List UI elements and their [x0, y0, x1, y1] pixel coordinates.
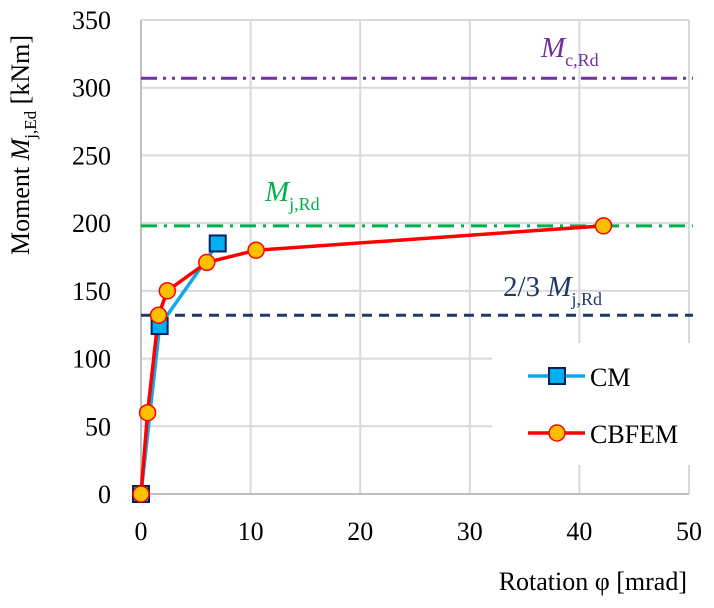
x-tick-label: 20	[347, 517, 373, 546]
y-tick-label: 50	[85, 412, 111, 441]
data-point-cbfem	[132, 485, 150, 503]
legend-box	[492, 343, 692, 465]
reference-label-symbol: M	[546, 271, 573, 303]
data-point-cbfem	[198, 253, 216, 272]
x-tick-label: 0	[135, 517, 148, 546]
y-tick-label: 250	[72, 141, 111, 170]
x-tick-label: 40	[566, 517, 592, 546]
y-tick-label: 350	[72, 6, 111, 35]
data-point-cbfem	[594, 217, 613, 235]
y-axis-label: Moment Mj,Ed [kNm]	[6, 35, 40, 255]
data-point-cbfem	[149, 306, 168, 324]
reference-line-label: Mc,Rd	[540, 32, 599, 70]
y-axis-label-unit: [kNm]	[6, 35, 35, 111]
legend-marker-cbfem	[548, 424, 566, 442]
legend-marker-cm	[548, 367, 566, 385]
legend-label-cm: CM	[590, 363, 630, 392]
reference-label-symbol: M	[540, 32, 567, 64]
data-point-cbfem	[158, 282, 177, 300]
reference-line-label: Mj,Rd	[264, 176, 320, 214]
reference-label-subscript: j,Rd	[288, 194, 320, 214]
x-tick-label: 50	[676, 517, 702, 546]
y-tick-label: 150	[72, 277, 111, 306]
legend-label-cbfem: CBFEM	[590, 420, 678, 449]
y-tick-label: 100	[72, 345, 111, 374]
x-tick-label: 10	[238, 517, 264, 546]
reference-line-label: 2/3 Mj,Rd	[503, 271, 602, 309]
x-tick-label: 30	[457, 517, 483, 546]
y-axis-label-symbol: M	[6, 137, 35, 161]
reference-label-prefix: 2/3	[503, 271, 547, 303]
reference-label-subscript: c,Rd	[565, 50, 599, 70]
y-tick-label: 0	[98, 480, 111, 509]
data-point-cbfem	[247, 241, 265, 259]
y-tick-label: 300	[72, 74, 111, 103]
data-point-cm	[208, 234, 227, 253]
reference-label-subscript: j,Rd	[570, 289, 602, 309]
x-axis-label: Rotation φ [mrad]	[499, 567, 687, 596]
y-axis-label-text: Moment	[6, 160, 35, 255]
y-tick-label: 200	[72, 209, 111, 238]
reference-label-symbol: M	[264, 176, 291, 208]
data-point-cbfem	[138, 403, 157, 422]
y-axis-label-subscript: j,Ed	[21, 110, 40, 139]
